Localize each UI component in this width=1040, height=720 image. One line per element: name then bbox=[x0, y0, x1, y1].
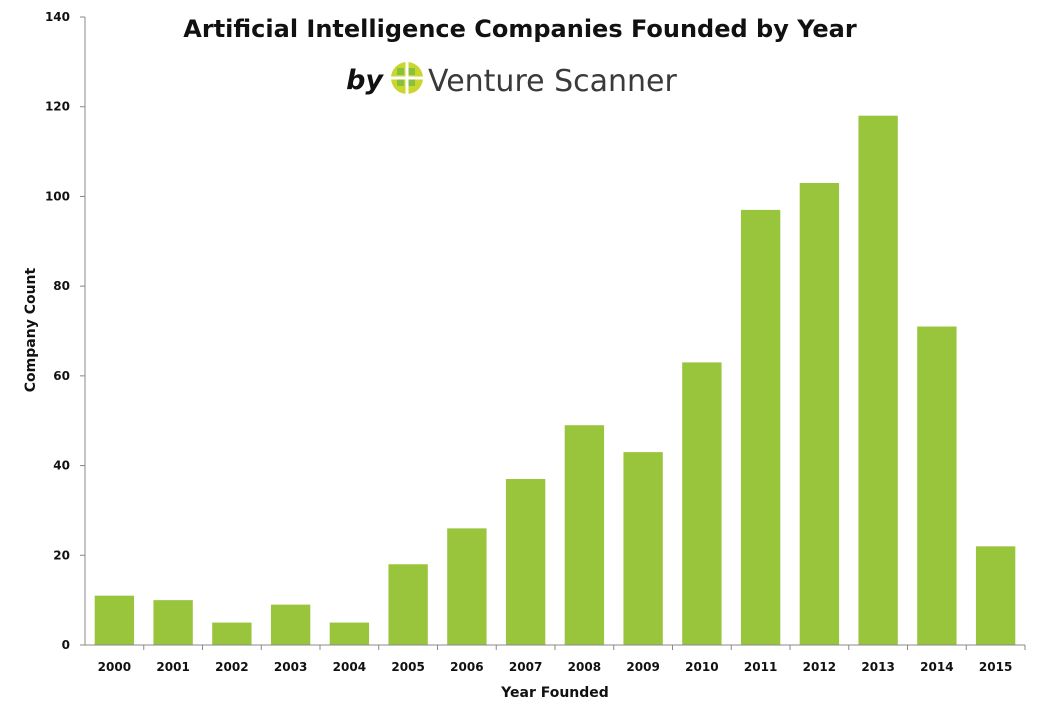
x-tick-label-2009: 2009 bbox=[626, 660, 659, 674]
x-tick-label-2004: 2004 bbox=[333, 660, 366, 674]
y-tick-label: 40 bbox=[53, 459, 70, 473]
bar-2006 bbox=[447, 528, 487, 645]
y-tick-label: 140 bbox=[45, 10, 70, 24]
bar-2015 bbox=[975, 546, 1016, 645]
x-tick-label-2015: 2015 bbox=[979, 660, 1012, 674]
x-tick-label-2008: 2008 bbox=[568, 660, 601, 674]
y-tick-label: 60 bbox=[53, 369, 70, 383]
bar-2014 bbox=[917, 326, 957, 645]
x-axis-title: Year Founded bbox=[500, 685, 609, 701]
x-tick-label-2006: 2006 bbox=[450, 660, 483, 674]
y-tick-label: 0 bbox=[62, 638, 70, 652]
venture-scanner-logo-icon bbox=[391, 62, 423, 94]
x-tick-label-2002: 2002 bbox=[215, 660, 248, 674]
y-axis-title: Company Count bbox=[23, 267, 39, 392]
y-axis-ticks: 0 20 40 60 80 100 120 140 bbox=[45, 10, 85, 652]
bar-2010 bbox=[682, 362, 722, 645]
bar-2003 bbox=[270, 604, 311, 645]
bar-2004 bbox=[329, 622, 370, 645]
bar-2011 bbox=[740, 209, 781, 645]
x-tick-label-2012: 2012 bbox=[803, 660, 836, 674]
bar-2000 bbox=[94, 595, 135, 645]
x-tick-label-2000: 2000 bbox=[98, 660, 131, 674]
x-axis-ticks: 2000 2001 2002 2003 2004 2005 2006 2007 2008 2009… bbox=[98, 645, 1026, 674]
x-tick-label-2010: 2010 bbox=[685, 660, 718, 674]
subtitle: by Venture Scanner bbox=[346, 62, 678, 99]
subtitle-by: by bbox=[346, 65, 384, 96]
x-tick-label-2014: 2014 bbox=[920, 660, 953, 674]
x-tick-label-2003: 2003 bbox=[274, 660, 307, 674]
bar-2012 bbox=[799, 182, 840, 645]
x-tick-label-2007: 2007 bbox=[509, 660, 542, 674]
brand-name: Venture Scanner bbox=[428, 64, 678, 99]
bar-2001 bbox=[153, 600, 193, 645]
y-tick-label: 20 bbox=[53, 548, 70, 562]
bars bbox=[94, 115, 1016, 645]
x-tick-label-2013: 2013 bbox=[861, 660, 894, 674]
bar-2013 bbox=[858, 115, 898, 645]
x-tick-label-2011: 2011 bbox=[744, 660, 777, 674]
bar-2002 bbox=[212, 622, 252, 645]
bar-2005 bbox=[388, 564, 428, 645]
bar-2009 bbox=[623, 452, 663, 645]
x-tick-label-2001: 2001 bbox=[156, 660, 189, 674]
bar-2007 bbox=[505, 479, 546, 645]
y-tick-label: 120 bbox=[45, 100, 70, 114]
bar-2008 bbox=[564, 425, 605, 645]
y-tick-label: 80 bbox=[53, 279, 70, 293]
y-tick-label: 100 bbox=[45, 189, 70, 203]
x-tick-label-2005: 2005 bbox=[391, 660, 424, 674]
chart-title: Artificial Intelligence Companies Founde… bbox=[183, 15, 857, 43]
